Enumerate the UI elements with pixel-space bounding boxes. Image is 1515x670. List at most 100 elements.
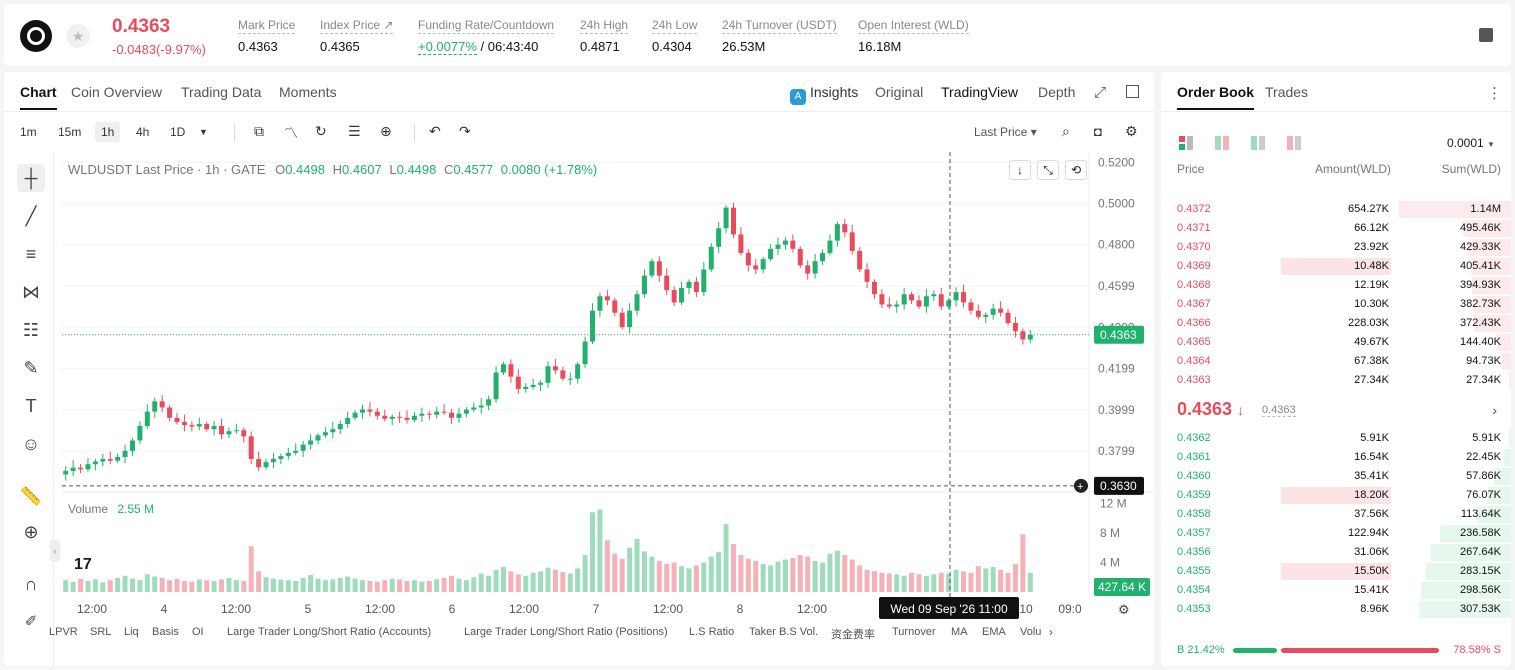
tab-depth[interactable]: Depth — [1038, 84, 1076, 100]
indicator-shortcut[interactable]: Basis — [152, 626, 179, 638]
zoom-icon[interactable]: ⊕ — [23, 522, 39, 542]
price-type-select[interactable]: Last Price ▾ — [974, 125, 1037, 139]
indicator-shortcut[interactable]: Taker B.S Vol. — [749, 626, 819, 638]
pattern-icon[interactable]: ⋈ — [22, 282, 40, 302]
indicator-shortcut[interactable]: SRL — [90, 626, 112, 638]
interval-15m[interactable]: 15m — [58, 125, 82, 139]
ask-row[interactable]: 0.4370 23.92K 429.33K — [1161, 238, 1511, 257]
bid-row[interactable]: 0.4358 37.56K 113.64K — [1161, 505, 1511, 524]
gear-icon[interactable]: ⚙ — [1125, 123, 1138, 139]
interval-dropdown-icon[interactable]: ▼ — [199, 127, 208, 137]
ask-row[interactable]: 0.4368 12.19K 394.93K — [1161, 276, 1511, 295]
indicator-shortcut[interactable]: OI — [192, 626, 204, 638]
view-both-alt-icon[interactable] — [1215, 136, 1229, 150]
volume-bar — [493, 569, 499, 592]
pencil-lock-icon[interactable]: ✐ — [24, 613, 38, 630]
view-both-icon[interactable] — [1179, 136, 1193, 150]
undo-icon[interactable]: ↶ — [429, 123, 441, 139]
collapse-toolbar-handle[interactable]: ‹ — [50, 540, 60, 562]
indicator-shortcut[interactable]: MA — [951, 626, 968, 638]
add-indicator-icon[interactable]: ⊕ — [380, 123, 392, 139]
ruler-icon[interactable]: 📏 — [19, 486, 43, 506]
candle-type-icon[interactable]: ⧉ — [254, 123, 264, 139]
volume-bar — [998, 569, 1004, 592]
interval-4h[interactable]: 4h — [136, 125, 150, 139]
bid-row[interactable]: 0.4357 122.94K 236.58K — [1161, 524, 1511, 543]
indicators-icon[interactable]: 〽 — [284, 125, 298, 141]
camera-icon[interactable]: ◘ — [1094, 124, 1102, 139]
indicator-shortcut[interactable]: Large Trader Long/Short Ratio (Positions… — [464, 626, 668, 638]
fib-icon[interactable]: ☷ — [22, 320, 40, 340]
brush-icon[interactable]: ✎ — [23, 358, 39, 378]
ask-row[interactable]: 0.4364 67.38K 94.73K — [1161, 352, 1511, 371]
indicator-shortcut[interactable]: L.S Ratio — [689, 626, 735, 638]
chart-settings-icon[interactable]: ⚙ — [1118, 602, 1130, 617]
interval-1m[interactable]: 1m — [20, 125, 37, 139]
crosshair-icon[interactable]: ┼ — [17, 164, 45, 192]
chevron-right-icon[interactable]: › — [1492, 402, 1497, 418]
search-icon[interactable]: ⌕ — [1062, 123, 1070, 139]
tab-trades[interactable]: Trades — [1265, 84, 1309, 100]
ask-row[interactable]: 0.4367 10.30K 382.73K — [1161, 295, 1511, 314]
tab-order-book[interactable]: Order Book — [1177, 84, 1255, 110]
ask-row[interactable]: 0.4372 654.27K 1.14M — [1161, 200, 1511, 219]
more-menu-icon[interactable]: ⋮ — [1487, 85, 1502, 102]
precision-select[interactable]: 0.0001 ▼ — [1447, 136, 1495, 150]
bid-row[interactable]: 0.4362 5.91K 5.91K — [1161, 429, 1511, 448]
horizontal-lines-icon[interactable]: ≡ — [25, 244, 37, 264]
templates-icon[interactable]: ☰ — [348, 123, 361, 139]
redo-icon[interactable]: ↷ — [459, 123, 471, 139]
tab-original[interactable]: Original — [875, 84, 924, 100]
ask-row[interactable]: 0.4363 27.34K 27.34K — [1161, 371, 1511, 390]
ask-row[interactable]: 0.4371 66.12K 495.46K — [1161, 219, 1511, 238]
replay-icon[interactable]: ↻ — [315, 123, 327, 139]
tab-coin-overview[interactable]: Coin Overview — [71, 84, 163, 100]
volume-bar — [85, 580, 91, 592]
interval-1d[interactable]: 1D — [170, 125, 186, 139]
bid-row[interactable]: 0.4354 15.41K 298.56K — [1161, 581, 1511, 600]
ask-row[interactable]: 0.4369 10.48K 405.41K — [1161, 257, 1511, 276]
ask-row[interactable]: 0.4365 49.67K 144.40K — [1161, 333, 1511, 352]
tab-insights[interactable]: A Insights — [790, 84, 858, 105]
interval-1h[interactable]: 1h — [95, 122, 121, 142]
candle-body — [1020, 331, 1026, 340]
bid-row[interactable]: 0.4356 31.06K 267.64K — [1161, 543, 1511, 562]
magnet-icon[interactable]: ∩ — [24, 574, 38, 594]
refresh-icon[interactable]: ⟲ — [1065, 160, 1087, 180]
indicator-shortcut[interactable]: Liq — [124, 626, 139, 638]
bid-row[interactable]: 0.4361 16.54K 22.45K — [1161, 448, 1511, 467]
bid-row[interactable]: 0.4353 8.96K 307.53K — [1161, 600, 1511, 619]
indicator-shortcut[interactable]: Turnover — [892, 626, 936, 638]
amount-highlight — [1281, 563, 1391, 580]
trendline-icon[interactable]: ╱ — [25, 206, 37, 226]
emoji-icon[interactable]: ☺ — [21, 434, 41, 454]
tab-moments[interactable]: Moments — [279, 84, 337, 100]
indicator-shortcut[interactable]: Large Trader Long/Short Ratio (Accounts) — [227, 626, 432, 638]
indicator-shortcut[interactable]: Volu — [1020, 626, 1042, 638]
tab-chart[interactable]: Chart — [20, 84, 57, 110]
expand-icon[interactable]: ⤢ — [1094, 84, 1107, 101]
book-icon[interactable] — [1479, 28, 1493, 42]
text-icon[interactable]: T — [25, 396, 37, 416]
window-icon[interactable] — [1126, 85, 1139, 98]
volume-bar — [730, 544, 736, 592]
more-indicators-icon[interactable]: › — [1049, 625, 1053, 639]
view-bids-icon[interactable] — [1251, 136, 1265, 150]
bid-row[interactable]: 0.4359 18.20K 76.07K — [1161, 486, 1511, 505]
volume-bar — [901, 575, 907, 592]
bid-row[interactable]: 0.4360 35.41K 57.86K — [1161, 467, 1511, 486]
indicator-shortcut[interactable]: EMA — [982, 626, 1006, 638]
bid-row[interactable]: 0.4355 15.50K 283.15K — [1161, 562, 1511, 581]
favorite-star-icon[interactable]: ★ — [66, 24, 90, 48]
scroll-down-icon[interactable]: ↓ — [1009, 160, 1031, 180]
indicator-shortcut[interactable]: LPVR — [49, 626, 78, 638]
volume-bar — [909, 572, 915, 592]
collapse-icon[interactable]: ⤡ — [1037, 160, 1059, 180]
volume-bar — [486, 575, 492, 592]
ask-row[interactable]: 0.4366 228.03K 372.43K — [1161, 314, 1511, 333]
tab-tradingview[interactable]: TradingView — [941, 84, 1019, 100]
price-chart[interactable]: 0.52000.50000.48000.45990.43990.41990.39… — [4, 72, 1154, 666]
view-asks-icon[interactable] — [1287, 136, 1301, 150]
indicator-shortcut[interactable]: 资金费率 — [831, 629, 875, 641]
tab-trading-data[interactable]: Trading Data — [181, 84, 262, 100]
